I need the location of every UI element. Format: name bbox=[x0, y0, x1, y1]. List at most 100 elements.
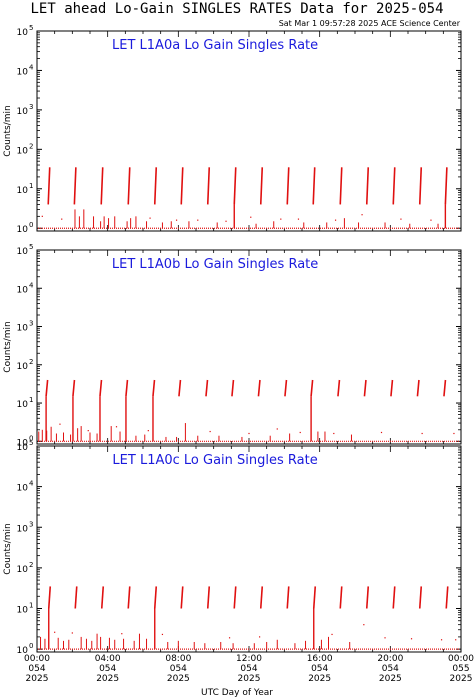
y-tick-label: 10 bbox=[17, 362, 29, 372]
periodic-rate-mark bbox=[206, 586, 211, 609]
periodic-rate-mark bbox=[153, 167, 158, 205]
y-tick-exponent: 4 bbox=[29, 63, 34, 71]
y-tick-exponent: 5 bbox=[29, 439, 33, 447]
x-tick-label-time: 20:00 bbox=[377, 654, 403, 664]
periodic-rate-mark bbox=[74, 586, 78, 609]
y-tick-label: 10 bbox=[17, 107, 29, 117]
periodic-rate-mark bbox=[286, 167, 290, 205]
data-point bbox=[380, 431, 383, 434]
periodic-rate-mark bbox=[339, 167, 343, 205]
data-point bbox=[41, 215, 43, 217]
data-point bbox=[175, 219, 178, 221]
y-tick-label: 10 bbox=[17, 565, 29, 575]
periodic-rate-mark bbox=[339, 586, 343, 609]
x-tick-label-year: 2025 bbox=[238, 674, 261, 684]
periodic-rate-mark bbox=[153, 586, 158, 609]
data-point bbox=[54, 631, 56, 633]
y-tick-label: 10 bbox=[17, 225, 29, 235]
y-tick-label: 10 bbox=[17, 443, 29, 453]
data-point bbox=[276, 428, 278, 430]
x-tick-label-doy: 054 bbox=[311, 664, 328, 674]
periodic-rate-mark bbox=[312, 167, 316, 205]
periodic-rate-mark bbox=[337, 379, 341, 397]
x-axis-title: UTC Day of Year bbox=[201, 688, 273, 698]
data-point bbox=[161, 633, 164, 636]
y-tick-label: 10 bbox=[17, 646, 29, 656]
y-axis-title: Counts/min bbox=[3, 523, 13, 574]
data-point bbox=[259, 636, 261, 638]
data-point bbox=[115, 426, 118, 428]
periodic-rate-mark bbox=[47, 586, 52, 609]
periodic-rate-mark bbox=[310, 379, 314, 397]
data-point bbox=[297, 218, 300, 220]
data-point bbox=[61, 218, 63, 220]
periodic-rate-mark bbox=[286, 586, 290, 609]
data-point bbox=[225, 220, 227, 222]
periodic-rate-mark bbox=[443, 379, 447, 397]
data-point bbox=[453, 432, 455, 435]
x-tick-label-year: 2025 bbox=[308, 674, 331, 684]
y-tick-label: 10 bbox=[17, 484, 29, 494]
periodic-rate-mark bbox=[365, 167, 370, 205]
periodic-rate-mark bbox=[392, 167, 396, 205]
data-point bbox=[71, 632, 73, 634]
periodic-rate-mark bbox=[152, 379, 156, 397]
data-point bbox=[455, 639, 457, 641]
x-tick-label-year: 2025 bbox=[167, 674, 190, 684]
y-tick-exponent: 2 bbox=[29, 358, 33, 366]
x-tick-label-doy: 054 bbox=[99, 664, 116, 674]
periodic-rate-mark bbox=[390, 379, 394, 397]
y-tick-exponent: 0 bbox=[29, 434, 33, 442]
y-tick-label: 10 bbox=[17, 247, 29, 257]
x-tick-label-year: 2025 bbox=[450, 674, 473, 684]
data-point bbox=[363, 624, 365, 626]
data-point bbox=[440, 639, 443, 641]
y-tick-label: 10 bbox=[17, 400, 29, 410]
x-tick-label-doy: 054 bbox=[382, 664, 399, 674]
periodic-rate-mark bbox=[178, 379, 182, 397]
periodic-rate-mark bbox=[72, 379, 76, 397]
y-tick-exponent: 5 bbox=[29, 24, 33, 32]
data-point bbox=[331, 633, 333, 636]
panel-title: LET L1A0a Lo Gain Singles Rate bbox=[112, 38, 318, 53]
periodic-rate-mark bbox=[231, 379, 235, 397]
y-tick-label: 10 bbox=[17, 186, 29, 196]
data-point bbox=[149, 217, 151, 219]
periodic-rate-mark bbox=[127, 586, 131, 609]
data-point bbox=[430, 219, 432, 221]
y-tick-exponent: 1 bbox=[29, 182, 33, 190]
periodic-rate-mark bbox=[445, 586, 449, 609]
x-tick-label-year: 2025 bbox=[379, 674, 402, 684]
panel-title: LET L1A0b Lo Gain Singles Rate bbox=[112, 257, 318, 272]
data-point bbox=[410, 638, 413, 640]
y-tick-label: 10 bbox=[17, 438, 29, 448]
periodic-rate-mark bbox=[259, 586, 264, 609]
periodic-rate-mark bbox=[365, 586, 370, 609]
data-point bbox=[147, 430, 149, 432]
periodic-rate-mark bbox=[257, 379, 261, 397]
y-tick-label: 10 bbox=[17, 285, 29, 295]
x-tick-label-year: 2025 bbox=[96, 674, 119, 684]
periodic-rate-mark bbox=[259, 167, 264, 205]
y-tick-exponent: 3 bbox=[29, 103, 33, 111]
data-point bbox=[197, 219, 199, 221]
y-tick-label: 10 bbox=[17, 524, 29, 534]
y-axis-title: Counts/min bbox=[3, 321, 13, 372]
y-tick-exponent: 1 bbox=[29, 396, 33, 404]
periodic-rate-mark bbox=[418, 586, 423, 609]
data-point bbox=[87, 430, 89, 432]
x-tick-label-time: 08:00 bbox=[165, 654, 191, 664]
periodic-rate-mark bbox=[45, 379, 49, 397]
y-tick-exponent: 1 bbox=[29, 602, 33, 610]
periodic-rate-mark bbox=[180, 586, 184, 609]
data-point bbox=[384, 637, 386, 639]
y-tick-label: 10 bbox=[17, 28, 29, 38]
data-point bbox=[121, 633, 123, 635]
x-tick-label-doy: 055 bbox=[452, 664, 469, 674]
data-point bbox=[299, 431, 301, 434]
